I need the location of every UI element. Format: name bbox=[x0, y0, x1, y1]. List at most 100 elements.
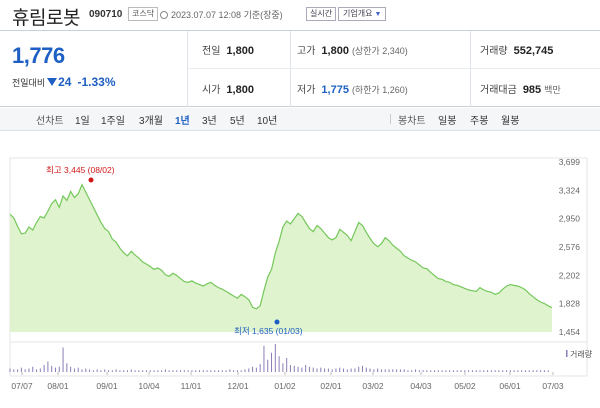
volume-bar bbox=[47, 361, 49, 372]
volume-bar bbox=[286, 358, 288, 372]
tab-10y[interactable]: 10년 bbox=[257, 116, 278, 127]
volume-legend-label: 거래량 bbox=[570, 349, 593, 359]
x-tick-label: 07/03 bbox=[542, 381, 564, 391]
volume-bar bbox=[108, 370, 110, 372]
volume-bar bbox=[543, 370, 545, 372]
volume-bar bbox=[365, 367, 367, 372]
volume-bar bbox=[96, 369, 98, 372]
volume-bar bbox=[195, 370, 197, 372]
volume-bar bbox=[305, 365, 307, 372]
change-percent: -1.33% bbox=[77, 75, 116, 89]
price-summary: 1,776 전일대비 24 -1.33% 전일 1,800 고가 1,800 (상한가 2… bbox=[0, 30, 600, 107]
volume-bar bbox=[506, 370, 508, 372]
volume-bar bbox=[312, 367, 314, 372]
volume-bar bbox=[384, 369, 386, 372]
x-tick-label: 02/01 bbox=[320, 381, 342, 391]
volume-bar bbox=[346, 369, 348, 372]
volume-bar bbox=[20, 367, 22, 372]
volume-bar bbox=[274, 344, 276, 372]
x-tick-label: 05/02 bbox=[454, 381, 476, 391]
change-value: 24 bbox=[58, 75, 72, 89]
volume-bar bbox=[115, 369, 117, 372]
tab-3y[interactable]: 3년 bbox=[202, 116, 217, 127]
volume-bar bbox=[28, 368, 30, 372]
volume-bar bbox=[199, 370, 201, 372]
volume-bar bbox=[161, 370, 163, 372]
y-tick-label: 3,324 bbox=[559, 185, 581, 195]
tab-1y[interactable]: 1년 bbox=[175, 116, 190, 127]
volume-bar bbox=[9, 368, 11, 372]
volume-bar bbox=[324, 368, 326, 372]
x-tick-label: 07/07 bbox=[11, 381, 33, 391]
min-marker bbox=[274, 319, 280, 325]
y-tick-label: 1,454 bbox=[559, 327, 581, 337]
volume-bar bbox=[153, 370, 155, 372]
volume-bar bbox=[335, 368, 337, 372]
x-tick-label: 01/02 bbox=[274, 381, 296, 391]
volume-bar bbox=[460, 370, 462, 372]
tab-5y[interactable]: 5년 bbox=[230, 116, 245, 127]
volume-bar bbox=[168, 370, 170, 372]
volume-bar bbox=[403, 369, 405, 372]
volume-bar bbox=[39, 368, 41, 372]
stock-name: 휴림로봇 bbox=[12, 8, 80, 29]
timestamp: 2023.07.07 12:08 기준(장중) bbox=[160, 8, 283, 21]
volume-legend-swatch bbox=[566, 350, 568, 357]
volume-bar bbox=[430, 370, 432, 372]
price-chart: 3,699 3,324 2,950 2,576 2,202 1,828 1,454 최고 3,… bbox=[0, 148, 600, 408]
volume-bar bbox=[449, 370, 451, 372]
volume-bar bbox=[267, 359, 269, 372]
volume-bar bbox=[456, 370, 458, 372]
volume-bar bbox=[483, 370, 485, 372]
volume-bar bbox=[297, 366, 299, 372]
volume-bar bbox=[13, 369, 15, 372]
volume-bar bbox=[373, 369, 375, 372]
volume-bar bbox=[176, 370, 178, 372]
price-line bbox=[9, 183, 553, 310]
volume-bar bbox=[66, 363, 68, 372]
volume-bar bbox=[331, 369, 333, 372]
volume-bar bbox=[126, 370, 128, 372]
volume-bar bbox=[418, 370, 420, 372]
change-label: 전일대비 bbox=[12, 78, 46, 88]
y-tick-label: 1,828 bbox=[559, 299, 581, 309]
realtime-button[interactable]: 실시간 bbox=[306, 7, 337, 21]
tab-3m[interactable]: 3개월 bbox=[139, 116, 163, 127]
volume-bar bbox=[475, 370, 477, 372]
company-overview-button[interactable]: 기업개요 ▼ bbox=[338, 7, 387, 21]
volume-bar bbox=[464, 370, 466, 372]
volume-bar bbox=[62, 347, 64, 372]
volume-bar bbox=[236, 370, 238, 372]
volume-bar bbox=[434, 370, 436, 372]
volume-bar bbox=[471, 370, 473, 372]
x-tick-label: 03/02 bbox=[362, 381, 384, 391]
volume-bar bbox=[123, 370, 125, 372]
volume-bar bbox=[293, 365, 295, 372]
x-tick-label: 09/01 bbox=[96, 381, 118, 391]
volume-bar bbox=[517, 370, 519, 372]
stat-amount: 거래대금 985 백만 bbox=[480, 84, 561, 96]
divider bbox=[390, 114, 391, 124]
volume-bar bbox=[358, 366, 360, 372]
chevron-down-icon: ▼ bbox=[374, 11, 382, 18]
stat-volume: 거래량 552,745 bbox=[480, 45, 554, 57]
tab-1w[interactable]: 1주일 bbox=[101, 116, 125, 127]
tab-daily[interactable]: 일봉 bbox=[438, 116, 457, 127]
volume-bar bbox=[350, 368, 352, 372]
volume-bar bbox=[513, 370, 515, 372]
tab-1d[interactable]: 1일 bbox=[75, 116, 90, 127]
stat-prev-close: 전일 1,800 bbox=[202, 45, 254, 57]
stat-open: 시가 1,800 bbox=[202, 84, 254, 96]
volume-bar bbox=[422, 370, 424, 372]
tab-monthly[interactable]: 월봉 bbox=[501, 116, 520, 127]
volume-bar bbox=[43, 365, 45, 372]
volume-bar bbox=[240, 370, 242, 372]
volume-bar bbox=[263, 345, 265, 372]
tab-weekly[interactable]: 주봉 bbox=[470, 116, 489, 127]
volume-bar bbox=[445, 370, 447, 372]
divider bbox=[470, 31, 471, 107]
stock-header: 휴림로봇 090710 코스닥 2023.07.07 12:08 기준(장중) … bbox=[0, 0, 600, 30]
volume-bar bbox=[407, 370, 409, 372]
volume-bar bbox=[259, 364, 261, 372]
volume-bar bbox=[271, 352, 273, 372]
